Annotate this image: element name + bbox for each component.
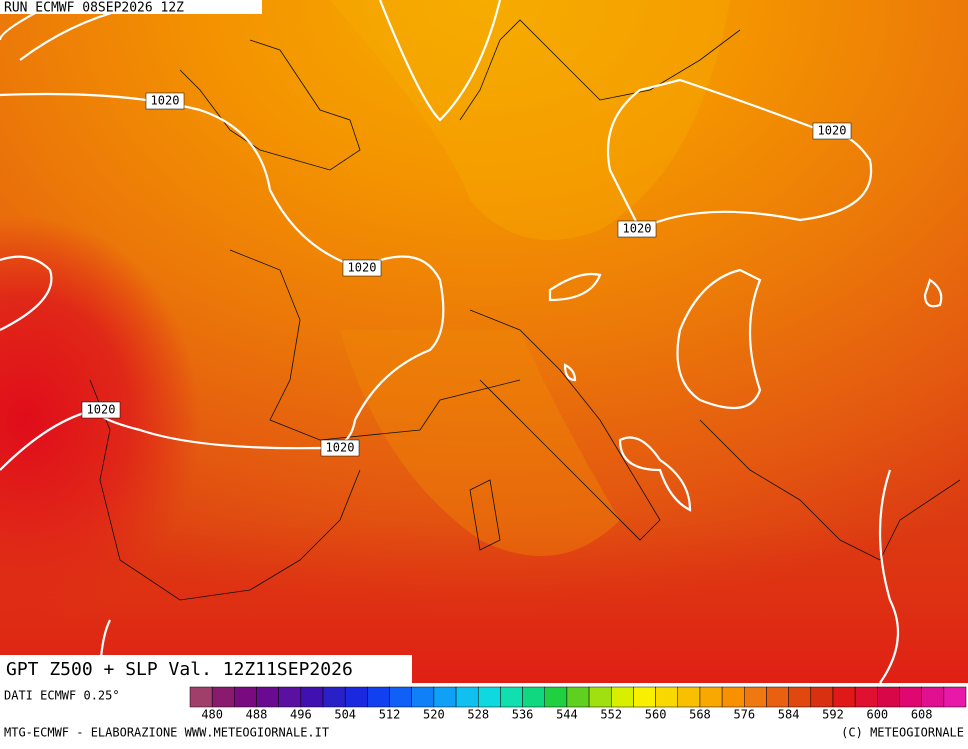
footer-right: (C) METEOGIORNALE (841, 726, 964, 740)
color-bar-label: 520 (423, 708, 445, 722)
source-label: DATI ECMWF 0.25° (4, 689, 120, 703)
color-bar-label: 576 (733, 708, 755, 722)
isobar-label: 1020 (151, 94, 180, 108)
color-swatch (788, 686, 812, 708)
color-bar-label: 536 (512, 708, 534, 722)
footer-left: MTG-ECMWF - ELABORAZIONE WWW.METEOGIORNA… (4, 726, 329, 740)
color-swatch (234, 686, 257, 708)
color-swatch (367, 686, 390, 708)
run-label: RUN ECMWF 08SEP2026 12Z (4, 1, 184, 16)
color-swatch (810, 686, 834, 708)
color-bar-label: 600 (866, 708, 888, 722)
isobar-label: 1020 (623, 222, 652, 236)
color-bar-label: 512 (379, 708, 401, 722)
color-swatch (477, 686, 501, 708)
color-swatch (633, 686, 656, 708)
isobar-label: 1020 (348, 261, 377, 275)
color-bar-label: 480 (201, 708, 223, 722)
color-bar-label: 560 (645, 708, 667, 722)
color-swatch (766, 686, 789, 708)
color-swatch (566, 686, 590, 708)
color-swatch (522, 686, 545, 708)
color-swatch (677, 686, 701, 708)
color-bar-label: 504 (334, 708, 356, 722)
color-bar-label: 592 (822, 708, 844, 722)
isobar-label: 1020 (326, 441, 355, 455)
color-swatch (699, 686, 723, 708)
color-swatch (278, 686, 302, 708)
color-swatch (433, 686, 457, 708)
color-swatch (899, 686, 922, 708)
isobar-label: 1020 (87, 403, 116, 417)
color-bar-label: 528 (467, 708, 489, 722)
color-swatch (832, 686, 856, 708)
color-swatch (921, 686, 945, 708)
map-area (0, 0, 968, 684)
color-swatch (300, 686, 324, 708)
color-swatch (744, 686, 767, 708)
isobar-labels: 1020 1020 1020 1020 1020 1020 (81, 92, 852, 457)
color-swatch (500, 686, 523, 708)
color-swatch (256, 686, 279, 708)
color-bar-label: 496 (290, 708, 312, 722)
color-bar-label: 584 (778, 708, 800, 722)
color-bar: 480 488 496 504 512 520 528 536 544 552 560 568 576 5… (189, 686, 967, 722)
color-swatch (322, 686, 346, 708)
color-bar-label: 544 (556, 708, 578, 722)
isobar-label: 1020 (818, 124, 847, 138)
map-title: GPT Z500 + SLP Val. 12Z11SEP2026 (6, 659, 353, 680)
color-swatch (611, 686, 634, 708)
color-bar-label: 568 (689, 708, 711, 722)
color-bar-label: 608 (911, 708, 933, 722)
color-swatch (344, 686, 368, 708)
color-swatch (854, 686, 878, 708)
color-swatch (389, 686, 412, 708)
color-swatch (544, 686, 568, 708)
color-bar-label: 488 (246, 708, 268, 722)
color-swatch (943, 686, 967, 708)
title-box (0, 655, 412, 683)
color-swatch (455, 686, 479, 708)
color-swatch (655, 686, 679, 708)
color-swatch (411, 686, 435, 708)
color-swatch (721, 686, 745, 708)
color-bar-label: 552 (600, 708, 622, 722)
color-swatch (211, 686, 235, 708)
color-swatch (189, 686, 213, 708)
run-box (0, 0, 262, 14)
color-swatch (877, 686, 900, 708)
color-swatch (588, 686, 612, 708)
